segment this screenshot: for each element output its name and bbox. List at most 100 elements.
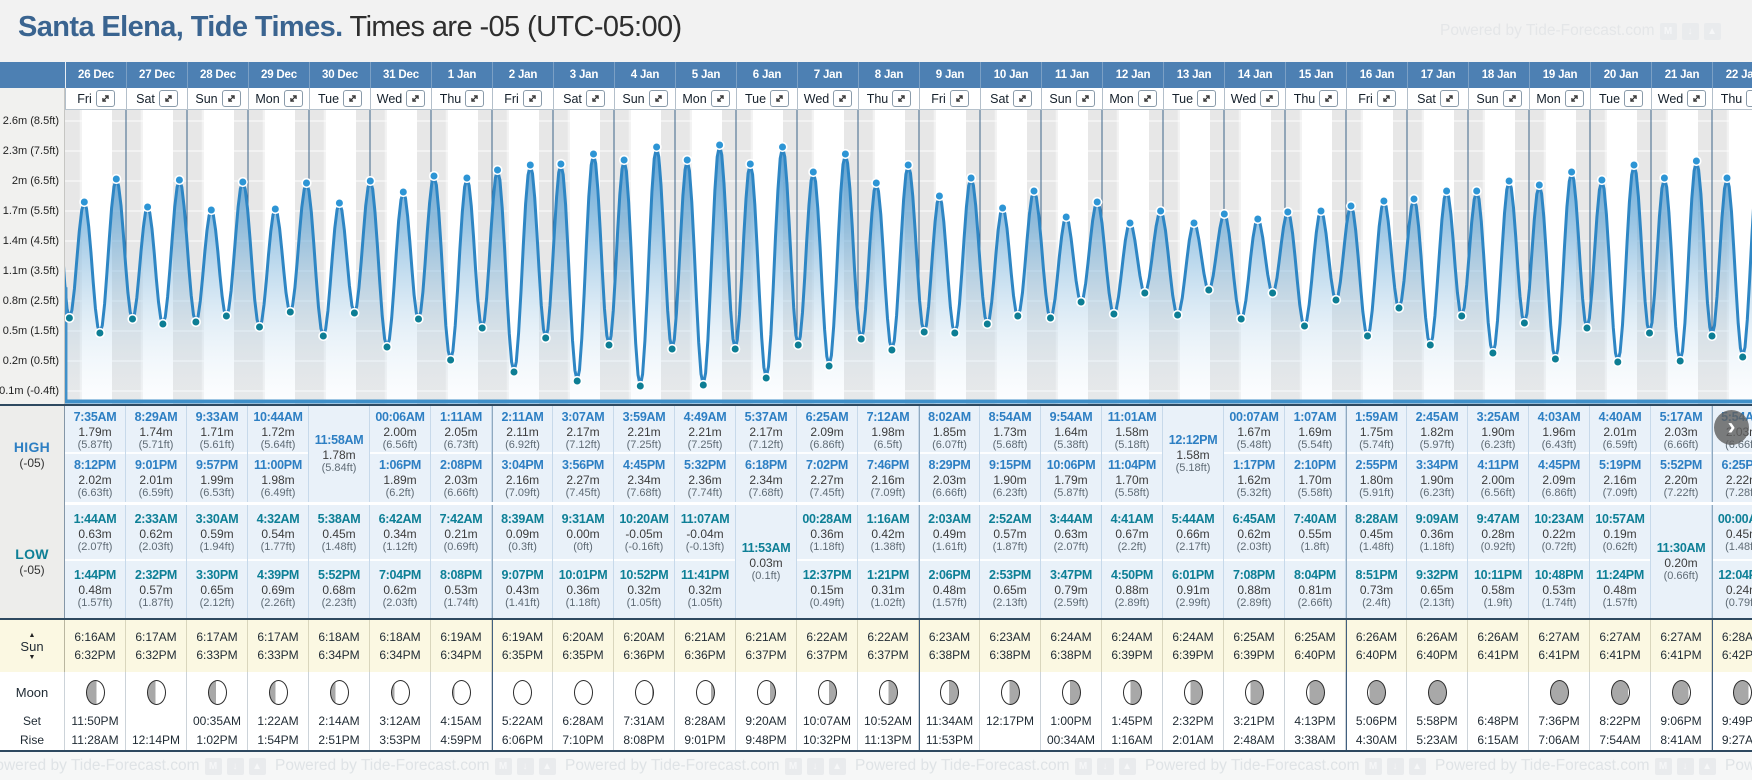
low-tide-time: 11:30AM <box>1656 540 1706 555</box>
day-cell: Sat <box>553 88 614 109</box>
sunset-time: 6:41PM <box>1477 648 1519 662</box>
expand-day-button[interactable] <box>1502 90 1522 107</box>
expand-day-button[interactable] <box>1197 90 1217 107</box>
tide-height-m: 1.99m <box>200 473 234 487</box>
high-tide-time: 2:08PM <box>440 458 482 472</box>
low-tide-point <box>1706 330 1718 342</box>
low-tide-point <box>1644 327 1655 339</box>
low-tide-time: 2:33AM <box>134 512 178 526</box>
expand-day-button[interactable] <box>95 90 115 107</box>
day-label: Mon <box>1536 91 1561 106</box>
tide-height-m: 0.73m <box>1359 583 1394 597</box>
expand-icon <box>1266 95 1273 102</box>
expand-day-button[interactable] <box>1439 90 1459 107</box>
tide-height-ft: (2.4ft) <box>1362 597 1391 609</box>
moon-phase-icon <box>634 679 654 705</box>
tide-height-m: 0.32m <box>688 583 722 597</box>
moonset-time: 5:58PM <box>1407 712 1468 730</box>
tide-height-ft: (7.68ft) <box>626 487 662 499</box>
tide-height-m: 0.55m <box>1298 527 1332 541</box>
expand-day-button[interactable] <box>1012 90 1032 107</box>
day-label: Sun <box>622 91 645 106</box>
section-divider <box>0 404 1752 406</box>
expand-icon <box>956 95 963 102</box>
expand-day-button[interactable] <box>585 90 605 107</box>
sunset-time: 6:40PM <box>1355 648 1398 662</box>
high-tide-point <box>1659 172 1670 184</box>
expand-day-button[interactable] <box>465 90 485 107</box>
sunrise-time: 6:17AM <box>135 630 177 644</box>
low-tide-time: 4:41AM <box>1110 512 1154 526</box>
moonset-time: 2:32PM <box>1163 712 1224 730</box>
date-header: 26 Dec <box>65 62 126 88</box>
expand-day-button[interactable] <box>648 90 668 107</box>
expand-day-button[interactable] <box>1137 90 1157 107</box>
high-tide-point <box>301 177 312 189</box>
date-header: 21 Jan <box>1651 62 1712 88</box>
low-tide-point <box>445 354 456 366</box>
watermark-logo-icon: ▲ <box>248 757 266 775</box>
expand-day-button[interactable] <box>949 90 969 107</box>
expand-icon <box>1570 95 1578 102</box>
tide-height-m: 0.68m <box>322 583 356 597</box>
low-tide-time: 8:51PM <box>1355 568 1398 582</box>
expand-day-button[interactable] <box>1075 90 1095 107</box>
tide-height-ft: (7.45ft) <box>565 487 601 499</box>
expand-day-button[interactable] <box>343 90 363 107</box>
tide-height-ft: (1.9ft) <box>1483 597 1513 609</box>
day-label: Wed <box>803 91 830 106</box>
tide-height-ft: (0.92ft) <box>1480 541 1516 553</box>
expand-day-button[interactable] <box>158 90 178 107</box>
date-header: 27 Dec <box>126 62 187 88</box>
expand-day-button[interactable] <box>221 90 241 107</box>
tide-height-ft: (6.23ft) <box>1419 487 1455 499</box>
high-tide-point <box>398 186 409 198</box>
expand-day-button[interactable] <box>833 90 853 107</box>
watermark-logo-icon: ▲ <box>828 757 846 775</box>
high-tide-cell: 7:35AM 1.79m (5.87ft) 8:12PM 2.02m (6.63ft) <box>65 406 126 502</box>
expand-day-button[interactable] <box>770 90 790 107</box>
expand-day-button[interactable] <box>710 90 730 107</box>
high-tide-time: 00:07AM <box>1229 410 1279 424</box>
next-days-button[interactable]: › <box>1714 410 1749 445</box>
expand-day-button[interactable] <box>1687 90 1707 107</box>
watermark-logo-icon: M <box>494 757 512 775</box>
expand-day-button[interactable] <box>892 90 912 107</box>
expand-day-button[interactable] <box>1746 90 1752 107</box>
tide-height-m: 0.31m <box>871 583 905 597</box>
sun-cell: 6:18AM 6:34PM <box>309 620 370 672</box>
tide-height-ft: (1.74ft) <box>1541 597 1577 609</box>
sun-cell: 6:26AM 6:40PM <box>1346 620 1407 672</box>
expand-day-button[interactable] <box>406 90 426 107</box>
expand-day-button[interactable] <box>1319 90 1339 107</box>
high-tide-point <box>525 159 536 171</box>
tide-height-m: 1.78m <box>322 448 356 462</box>
tide-height-m: 0.36m <box>810 527 844 541</box>
expand-day-button[interactable] <box>522 90 542 107</box>
sun-row-label: ▲ Sun ▼ <box>0 620 65 672</box>
expand-day-button[interactable] <box>1624 90 1644 107</box>
expand-day-button[interactable] <box>1260 90 1280 107</box>
tide-height-ft: (2.26ft) <box>260 597 296 609</box>
high-tide-point <box>555 158 567 170</box>
moon-phase-icon <box>1061 679 1081 705</box>
date-header: 29 Dec <box>248 62 309 88</box>
tide-height-ft: (1.02ft) <box>870 597 906 609</box>
tide-height-m: 2.03m <box>1664 425 1698 439</box>
tide-height-m: 2.16m <box>1603 473 1637 487</box>
expand-day-button[interactable] <box>283 90 303 107</box>
tide-height-m: 2.16m <box>871 473 905 487</box>
expand-day-button[interactable] <box>1564 90 1584 107</box>
low-tide-time: 6:42AM <box>378 512 422 526</box>
moon-phase-icon <box>940 679 959 705</box>
expand-day-button[interactable] <box>1376 90 1396 107</box>
moon-row: Moon <box>0 672 1752 712</box>
expand-icon <box>839 95 846 102</box>
low-tide-cell: 11:30AM 0.20m (0.66ft) <box>1651 505 1712 618</box>
tide-chart[interactable] <box>65 110 1752 404</box>
low-tide-time: 4:39PM <box>257 568 299 582</box>
high-tide-point <box>1252 213 1263 225</box>
watermark-text: Powered by Tide-Forecast.com <box>275 757 490 774</box>
tide-height-ft: (7.09ft) <box>505 487 540 499</box>
